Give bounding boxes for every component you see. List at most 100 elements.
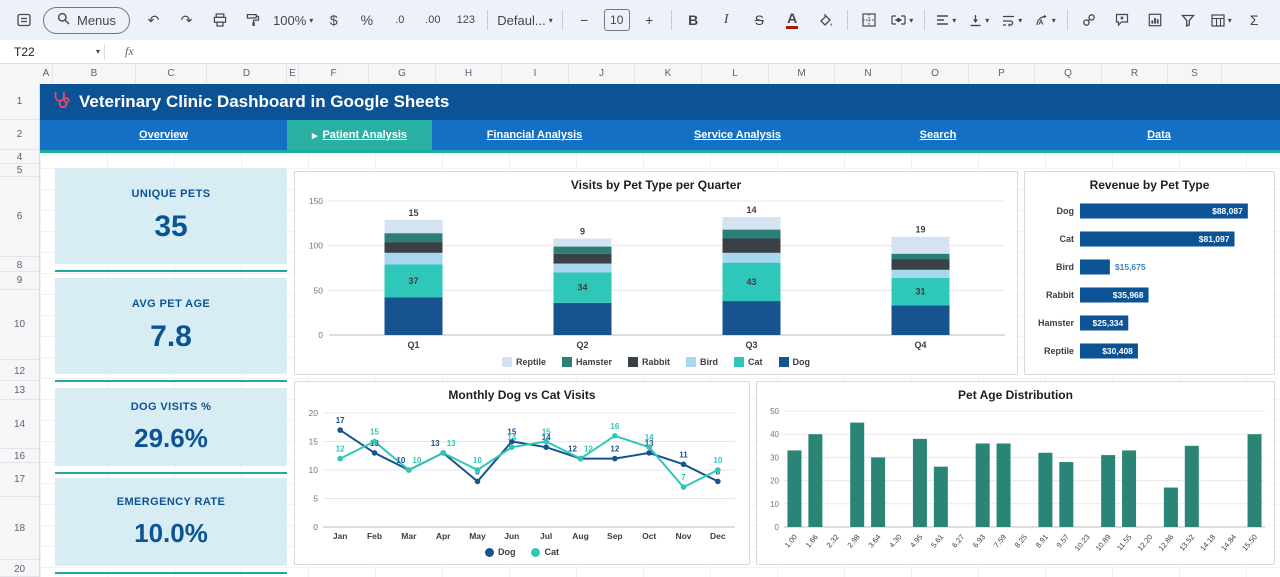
chart-panel-revenue-by-pet-type[interactable]: Revenue by Pet Type Dog$88,087Cat$81,097… xyxy=(1024,171,1275,375)
functions-button[interactable]: Σ xyxy=(1239,7,1270,33)
column-header-C[interactable]: C xyxy=(136,64,207,84)
svg-text:Hamster: Hamster xyxy=(1038,318,1075,328)
zoom-select[interactable]: 100%▾ xyxy=(270,7,316,33)
insert-chart-button[interactable] xyxy=(1140,7,1171,33)
increase-decimal-button[interactable]: .00 xyxy=(417,7,448,33)
column-header-E[interactable]: E xyxy=(287,64,299,84)
fill-color-button[interactable] xyxy=(810,7,841,33)
column-header-Q[interactable]: Q xyxy=(1035,64,1102,84)
create-filter-button[interactable] xyxy=(1173,7,1204,33)
column-header-I[interactable]: I xyxy=(502,64,569,84)
increase-font-size-button[interactable]: + xyxy=(634,7,665,33)
row-header-8[interactable]: 8 xyxy=(0,259,39,272)
svg-text:0: 0 xyxy=(313,522,318,532)
svg-text:15: 15 xyxy=(309,437,319,447)
row-header-20[interactable]: 20 xyxy=(0,562,39,577)
insert-link-button[interactable] xyxy=(1074,7,1105,33)
toolbar-separator xyxy=(847,10,848,30)
nav-tab-data[interactable]: Data xyxy=(1038,120,1280,150)
column-header-D[interactable]: D xyxy=(207,64,287,84)
column-header-P[interactable]: P xyxy=(969,64,1035,84)
row-header-4[interactable]: 4 xyxy=(0,152,39,164)
svg-text:7.59: 7.59 xyxy=(992,533,1008,550)
row-header-13[interactable]: 13 xyxy=(0,381,39,400)
svg-text:1.66: 1.66 xyxy=(804,533,820,550)
column-header-L[interactable]: L xyxy=(702,64,769,84)
undo-button[interactable]: ↶ xyxy=(138,7,169,33)
borders-button[interactable] xyxy=(854,7,885,33)
row-header-14[interactable]: 14 xyxy=(0,400,39,449)
print-button[interactable] xyxy=(204,7,235,33)
row-header-2[interactable]: 2 xyxy=(0,120,39,150)
sheet-grid[interactable]: Veterinary Clinic Dashboard in Google Sh… xyxy=(40,84,1280,577)
row-header-5[interactable]: 5 xyxy=(0,164,39,177)
formula-input[interactable] xyxy=(134,40,1280,63)
row-header-6[interactable]: 6 xyxy=(0,177,39,257)
font-size-input[interactable]: 10 xyxy=(604,9,630,31)
table-views-button[interactable]: ▾ xyxy=(1206,7,1237,33)
row-header-18[interactable]: 18 xyxy=(0,497,39,560)
column-header-F[interactable]: F xyxy=(299,64,369,84)
nav-tab-service-analysis[interactable]: Service Analysis xyxy=(637,120,838,150)
row-header-16[interactable]: 16 xyxy=(0,451,39,463)
chart-title: Revenue by Pet Type xyxy=(1090,178,1210,193)
column-header-A[interactable]: A xyxy=(40,64,53,84)
redo-button[interactable]: ↷ xyxy=(171,7,202,33)
svg-text:6.27: 6.27 xyxy=(950,533,966,550)
column-header-R[interactable]: R xyxy=(1102,64,1168,84)
column-header-H[interactable]: H xyxy=(436,64,502,84)
svg-text:$88,087: $88,087 xyxy=(1212,206,1243,216)
vertical-align-button[interactable]: ▾ xyxy=(964,7,995,33)
merge-cells-button[interactable]: ▾ xyxy=(887,7,918,33)
column-header-M[interactable]: M xyxy=(769,64,835,84)
column-header-B[interactable]: B xyxy=(53,64,136,84)
column-header-S[interactable]: S xyxy=(1168,64,1222,84)
kpi-value: 29.6% xyxy=(134,423,208,454)
insert-comment-button[interactable] xyxy=(1107,7,1138,33)
svg-text:Q3: Q3 xyxy=(745,340,757,350)
chart-title: Monthly Dog vs Cat Visits xyxy=(448,388,595,403)
row-header-9[interactable]: 9 xyxy=(0,272,39,290)
svg-text:3.64: 3.64 xyxy=(866,533,882,550)
row-header-12[interactable]: 12 xyxy=(0,362,39,381)
column-header-G[interactable]: G xyxy=(369,64,436,84)
toolbar-separator xyxy=(1067,10,1068,30)
nav-tab-search[interactable]: Search xyxy=(838,120,1038,150)
column-header-N[interactable]: N xyxy=(835,64,902,84)
row-header-1[interactable]: 1 xyxy=(0,84,39,120)
text-rotation-button[interactable]: A ▾ xyxy=(1030,7,1061,33)
column-header-J[interactable]: J xyxy=(569,64,635,84)
row-header-10[interactable]: 10 xyxy=(0,290,39,360)
legend-item-dog: Dog xyxy=(485,547,516,557)
kpi-value: 35 xyxy=(154,210,187,244)
menus-button[interactable]: Menus xyxy=(43,7,130,34)
strikethrough-button[interactable]: S xyxy=(744,7,775,33)
format-currency-button[interactable]: $ xyxy=(318,7,349,33)
horizontal-align-button[interactable]: ▾ xyxy=(931,7,962,33)
name-box[interactable]: T22 ▾ xyxy=(0,45,100,59)
svg-text:1.00: 1.00 xyxy=(783,533,799,550)
decrease-font-size-button[interactable]: − xyxy=(569,7,600,33)
chart-panel-monthly-dog-vs-cat[interactable]: Monthly Dog vs Cat Visits 05101520JanFeb… xyxy=(294,381,750,565)
paint-format-button[interactable] xyxy=(237,7,268,33)
nav-tab-overview[interactable]: Overview xyxy=(40,120,287,150)
formula-bar: T22 ▾ fx xyxy=(0,40,1280,64)
font-select[interactable]: Defaul...▾ xyxy=(494,7,555,33)
column-header-O[interactable]: O xyxy=(902,64,969,84)
more-formats-button[interactable]: 123 xyxy=(450,7,481,33)
svg-text:A: A xyxy=(1038,19,1043,26)
nav-tab-financial-analysis[interactable]: Financial Analysis xyxy=(432,120,637,150)
italic-button[interactable]: I xyxy=(711,7,742,33)
nav-tab-patient-analysis[interactable]: ▸ Patient Analysis xyxy=(287,120,432,150)
format-percent-button[interactable]: % xyxy=(351,7,382,33)
row-header-17[interactable]: 17 xyxy=(0,463,39,497)
chart-panel-visits-by-pet-type[interactable]: Visits by Pet Type per Quarter 050100150… xyxy=(294,171,1018,375)
text-wrap-button[interactable]: ▾ xyxy=(997,7,1028,33)
accent-divider xyxy=(55,380,287,382)
menu-bar-icon[interactable] xyxy=(8,7,39,33)
chart-panel-pet-age-distribution[interactable]: Pet Age Distribution 010203040501.001.66… xyxy=(756,381,1275,565)
decrease-decimal-button[interactable]: .0 xyxy=(384,7,415,33)
column-header-K[interactable]: K xyxy=(635,64,702,84)
text-color-button[interactable]: A xyxy=(777,7,808,33)
bold-button[interactable]: B xyxy=(678,7,709,33)
